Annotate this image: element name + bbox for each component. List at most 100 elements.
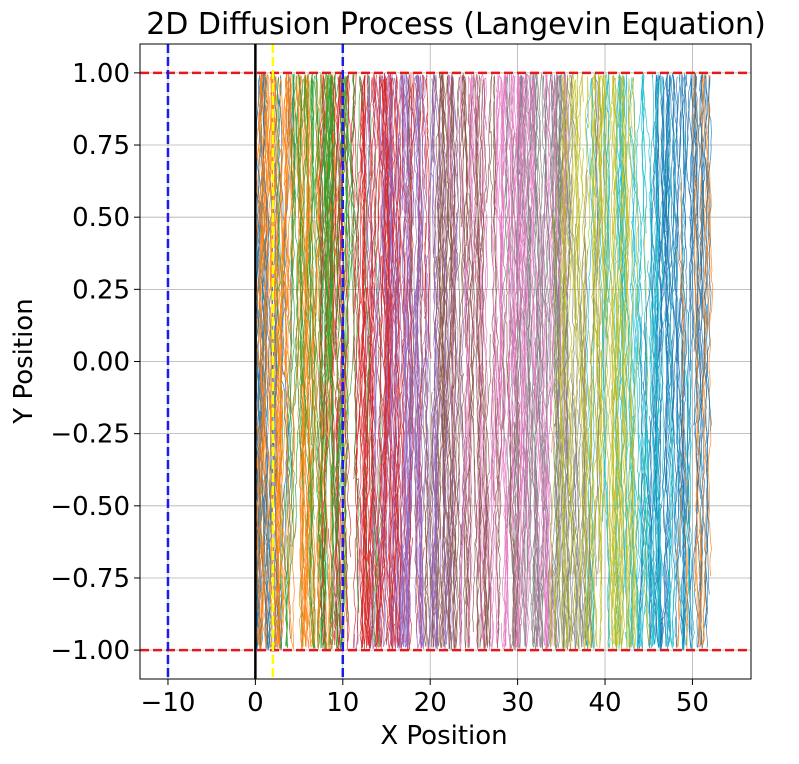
trajectory-533 (570, 373, 580, 649)
trajectory-623 (390, 177, 405, 649)
trajectory-497 (430, 357, 443, 647)
trajectory-573 (559, 73, 569, 453)
trajectory-387 (443, 150, 451, 645)
trajectory-537 (534, 262, 549, 650)
trajectory-616 (662, 73, 670, 549)
trajectory-586 (325, 75, 339, 544)
trajectory-628 (583, 354, 590, 650)
trajectory-432 (380, 75, 390, 512)
trajectory-124 (386, 289, 406, 649)
trajectory-220 (575, 73, 586, 425)
trajectory-403 (568, 73, 584, 626)
trajectory-560 (609, 120, 619, 649)
x-axis-ticks: −10 0 10 20 30 40 50 (141, 679, 709, 718)
trajectory-517 (650, 74, 660, 412)
trajectory-453 (595, 329, 603, 649)
trajectory-633 (379, 205, 390, 647)
trajectory-605 (260, 152, 268, 648)
trajectory-246 (359, 74, 366, 437)
trajectory-312 (680, 131, 689, 650)
trajectory-339 (399, 83, 406, 576)
y-tick-label-1: 0.75 (72, 131, 130, 161)
trajectory-565 (353, 75, 363, 613)
y-tick-label-8: −1.00 (50, 636, 130, 666)
trajectory-531 (319, 73, 329, 387)
trajectory-613 (656, 73, 664, 352)
trajectory-626 (346, 72, 356, 460)
trajectory-625 (649, 188, 660, 645)
trajectory-527 (598, 75, 606, 573)
trajectory-492 (701, 162, 714, 647)
trajectory-607 (520, 72, 530, 515)
x-tick-label-1: 0 (247, 688, 264, 718)
trajectory-407 (338, 208, 350, 651)
trajectory-175 (670, 76, 679, 648)
trajectory-301 (413, 75, 421, 609)
trajectory-542 (258, 73, 265, 570)
trajectory-536 (357, 77, 365, 450)
trajectory-372 (294, 79, 306, 539)
trajectory-360 (629, 342, 640, 648)
trajectory-355 (547, 86, 554, 646)
trajectory-574 (495, 311, 506, 649)
trajectory-332 (508, 371, 521, 648)
trajectory-572 (451, 77, 459, 511)
trajectory-292 (299, 344, 305, 646)
trajectory-461 (693, 162, 702, 646)
trajectory-544 (659, 132, 670, 647)
trajectory-483 (629, 229, 640, 650)
y-tick-label-2: 0.50 (72, 203, 130, 233)
trajectory-563 (353, 73, 360, 645)
trajectory-637 (454, 74, 468, 581)
trajectory-634 (368, 77, 376, 523)
trajectory-575 (304, 190, 314, 648)
trajectory-534 (415, 75, 423, 571)
trajectory-612 (676, 297, 687, 650)
trajectory-348 (412, 74, 418, 470)
x-axis-label: X Position (380, 721, 507, 751)
trajectory-375 (503, 146, 513, 647)
trajectory-467 (670, 73, 683, 492)
trajectory-538 (445, 188, 454, 650)
trajectory-606 (337, 372, 345, 650)
trajectory-564 (439, 73, 451, 385)
trajectory-587 (467, 93, 478, 633)
trajectory-524 (602, 74, 611, 401)
trajectory-535 (419, 254, 428, 647)
trajectory-193 (693, 74, 704, 426)
trajectory-293 (391, 76, 402, 334)
trajectory-196 (602, 257, 611, 649)
trajectory-498 (303, 74, 310, 552)
y-axis-label: Y Position (9, 298, 39, 424)
trajectory-609 (392, 337, 401, 646)
trajectory-559 (651, 74, 660, 646)
trajectory-571 (542, 75, 549, 578)
trajectory-384 (277, 139, 284, 646)
trajectory-558 (432, 74, 454, 555)
trajectory-297 (362, 252, 374, 646)
trajectory-515 (686, 73, 696, 526)
trajectory-259 (434, 255, 447, 647)
trajectory-431 (540, 74, 551, 649)
trajectory-631 (501, 76, 510, 529)
trajectory-237 (575, 147, 584, 649)
trajectory-342 (671, 75, 680, 560)
trajectory-473 (592, 74, 603, 587)
trajectory-620 (560, 75, 569, 642)
trajectory-343 (364, 336, 371, 648)
trajectory-278 (695, 75, 706, 590)
trajectory-617 (526, 73, 534, 530)
trajectory-489 (527, 207, 541, 650)
trajectory-494 (553, 75, 563, 480)
trajectory-577 (280, 73, 290, 617)
y-tick-label-0: 1.00 (72, 59, 130, 89)
trajectory-441 (549, 135, 558, 648)
x-tick-label-5: 40 (588, 688, 621, 718)
y-tick-label-4: 0.00 (72, 348, 130, 378)
trajectory-446 (510, 336, 520, 648)
trajectory-566 (383, 77, 392, 542)
trajectory-618 (616, 74, 630, 588)
trajectory-344 (590, 75, 598, 390)
